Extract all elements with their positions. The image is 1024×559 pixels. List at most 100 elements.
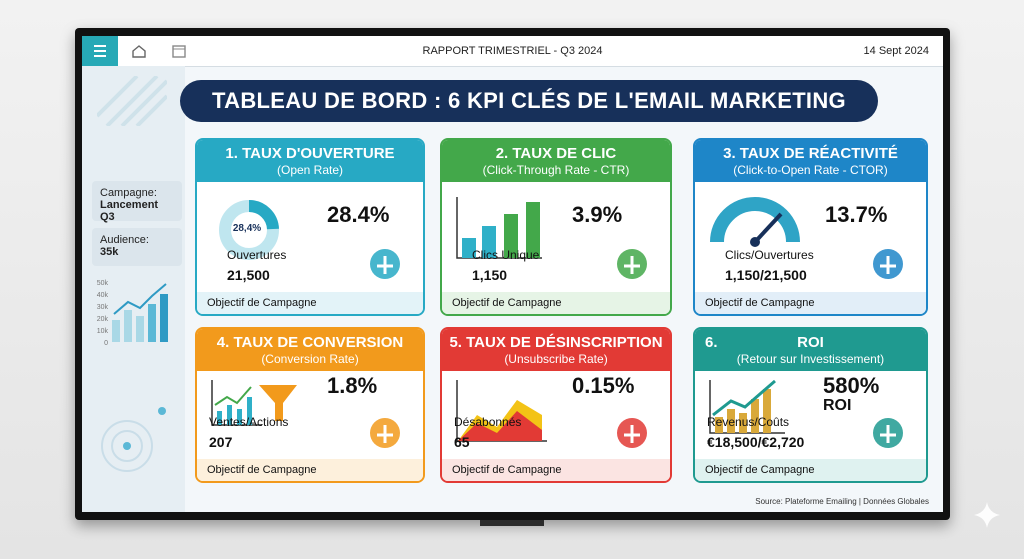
decoration	[974, 502, 1000, 528]
footer-text: Objectif de Campagne	[207, 297, 317, 309]
decoration	[617, 249, 647, 279]
decoration	[237, 409, 242, 425]
source-note: Source: Plateforme Emailing | Données Gl…	[755, 497, 929, 506]
decoration	[739, 413, 747, 433]
card-subtitle: (Retour sur Investissement)	[736, 352, 885, 366]
axis-label: 30k	[96, 304, 108, 311]
card-header: 3. TAUX DE RÉACTIVITÉ (Click-to-Open Rate…	[695, 140, 926, 182]
audience-label: Audience:	[100, 234, 149, 246]
decoration	[111, 430, 143, 462]
home-button[interactable]	[130, 42, 148, 60]
decoration	[214, 386, 252, 406]
decoration	[227, 405, 232, 425]
card-graphic	[705, 375, 805, 447]
card-footer: Objectif de Campagne	[197, 292, 423, 314]
decoration	[101, 420, 153, 472]
decoration	[94, 45, 106, 57]
card-subtitle: (Click-Through Rate - CTR)	[482, 163, 630, 177]
decoration	[880, 256, 896, 274]
mini-axis: 50k 40k 30k 20k 10k 0	[92, 278, 108, 350]
kpi-card: 3. TAUX DE RÉACTIVITÉ (Click-to-Open Rate…	[693, 138, 928, 316]
decoration	[710, 197, 800, 243]
card-header: 5. TAUX DE DÉSINSCRIPTION (Unsubscribe Ra…	[442, 329, 670, 371]
decoration	[458, 411, 542, 441]
card-footer: Objectif de Campagne	[442, 292, 670, 314]
decoration	[211, 380, 297, 426]
decoration	[712, 379, 776, 417]
kpi-card: 4. TAUX DE CONVERSION (Conversion Rate) 1.…	[195, 327, 425, 483]
decoration	[248, 199, 279, 230]
decoration	[247, 397, 252, 425]
top-bar: RAPPORT TRIMESTRIEL - Q3 2024 14 Sept 20…	[82, 36, 943, 67]
card-header: 6. ROI (Retour sur Investissement)	[695, 329, 926, 371]
decoration	[763, 389, 771, 433]
menu-button[interactable]	[82, 36, 118, 66]
decoration	[259, 385, 297, 421]
card-icon	[612, 413, 652, 453]
calendar-button[interactable]	[170, 42, 188, 60]
audience-value: 35k	[100, 246, 119, 258]
decoration	[158, 407, 166, 415]
menu-icon[interactable]	[82, 36, 118, 66]
decoration	[148, 304, 156, 342]
decoration	[160, 294, 168, 342]
decoration	[377, 256, 393, 274]
card-icon	[868, 413, 908, 453]
footer-text: Objectif de Campagne	[452, 464, 562, 476]
decoration	[750, 237, 760, 247]
card-subtitle: (Click-to-Open Rate - CTOR)	[733, 163, 888, 177]
card-subtitle: (Open Rate)	[276, 163, 344, 177]
decoration	[377, 425, 393, 443]
decoration	[880, 425, 896, 443]
decoration	[370, 249, 400, 279]
card-icon	[365, 244, 405, 284]
kpi-detail: €18,500/€2,720	[707, 434, 805, 450]
kpi-label: Revenus/Coûts	[707, 415, 790, 429]
kpi-label: Clics/Ouvertures	[725, 248, 814, 262]
campaign-label: Campagne:	[100, 187, 157, 199]
screen: RAPPORT TRIMESTRIEL - Q3 2024 14 Sept 20…	[82, 36, 943, 512]
kpi-card: 1. TAUX D'OUVERTURE (Open Rate) 28,4% 28.4%…	[195, 138, 425, 316]
decoration	[124, 310, 132, 342]
pattern	[97, 76, 167, 126]
campaign-card: Campagne: Lancement Q3	[92, 181, 182, 223]
card-footer: Objectif de Campagne	[695, 459, 926, 481]
report-date: 14 Sept 2024	[863, 45, 929, 57]
sidebar: Campagne: Lancement Q3 Audience: 35k 50k…	[82, 66, 185, 512]
main-title: TABLEAU DE BORD : 6 KPI CLÉS DE L'EMAIL …	[180, 80, 878, 122]
decoration	[136, 316, 144, 342]
decoration	[172, 45, 186, 58]
card-subtitle: (Unsubscribe Rate)	[504, 352, 608, 366]
decoration	[112, 320, 120, 342]
audience-card: Audience: 35k	[92, 228, 182, 266]
card-number: 6.	[705, 334, 718, 351]
card-icon	[365, 413, 405, 453]
decoration	[456, 197, 542, 259]
decoration	[715, 417, 723, 433]
report-title: RAPPORT TRIMESTRIEL - Q3 2024	[422, 45, 603, 57]
card-title: ROI	[797, 334, 824, 351]
decoration	[624, 256, 640, 274]
sparkle	[974, 502, 1000, 528]
card-header: 1. TAUX D'OUVERTURE (Open Rate)	[197, 140, 423, 182]
decoration	[462, 238, 476, 258]
decoration	[753, 212, 783, 244]
decoration	[526, 202, 540, 258]
kpi-label: Ventes/Actions	[209, 415, 289, 429]
decoration	[123, 442, 131, 450]
decoration	[97, 76, 167, 126]
decoration	[709, 379, 785, 434]
decoration	[132, 45, 146, 58]
decoration	[751, 399, 759, 433]
footer-text: Objectif de Campagne	[207, 464, 317, 476]
axis-label: 20k	[96, 316, 108, 323]
kpi-label: Ouvertures	[227, 248, 287, 262]
tv-stand	[480, 520, 544, 526]
card-title: 4. TAUX DE CONVERSION	[216, 334, 404, 351]
kpi-value: 580%	[823, 373, 880, 398]
axis-label: 50k	[96, 280, 108, 287]
card-icon	[612, 244, 652, 284]
decoration	[617, 418, 647, 448]
